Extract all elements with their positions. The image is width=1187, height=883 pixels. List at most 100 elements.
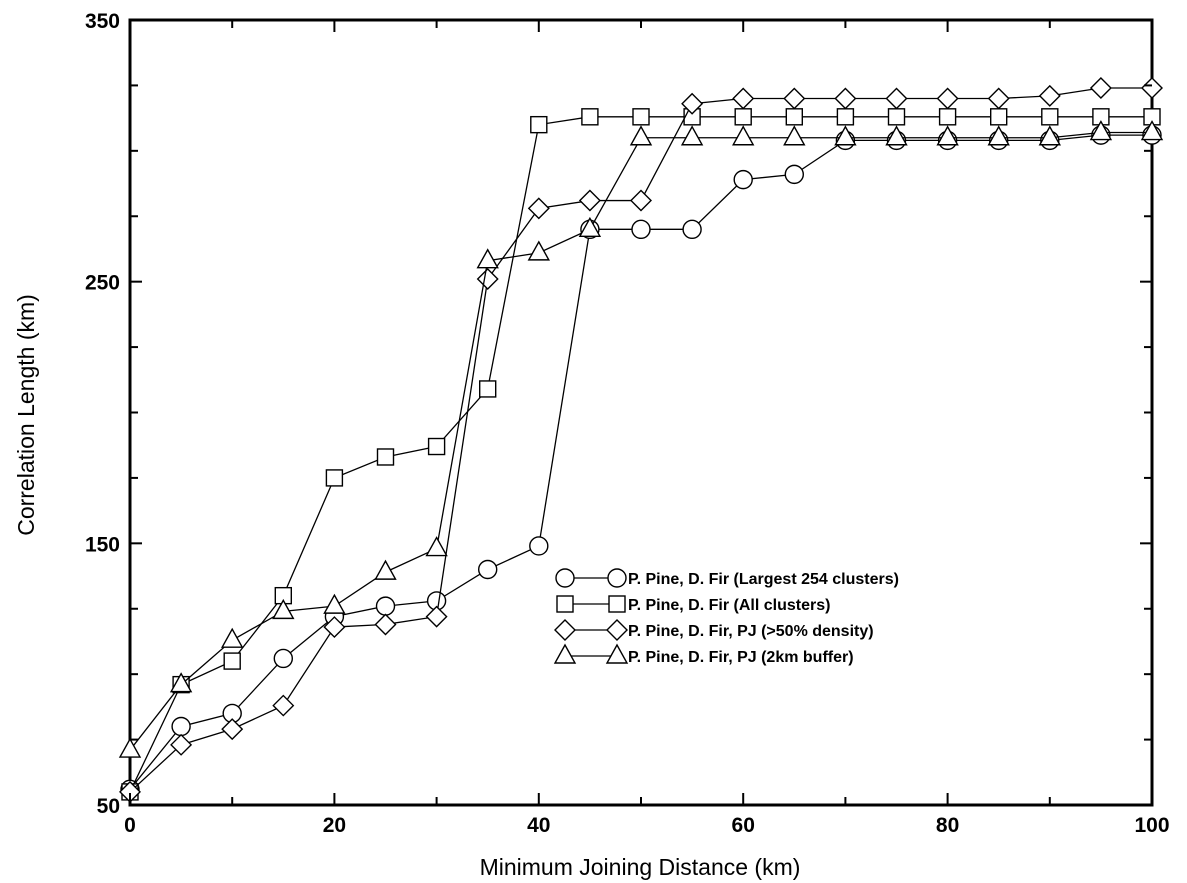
x-tick-label: 60: [732, 814, 755, 837]
data-point-triangle: [783, 125, 806, 146]
y-tick-label: 250: [85, 272, 120, 295]
data-point-square: [376, 448, 395, 466]
data-point-triangle: [425, 536, 448, 557]
data-point-square: [938, 108, 957, 126]
data-point-square: [990, 108, 1008, 126]
legend-marker-triangle: [605, 643, 629, 664]
data-point-diamond: [527, 197, 550, 220]
data-point-diamond: [834, 87, 857, 110]
data-point-diamond: [885, 87, 908, 110]
legend-marker-square: [608, 595, 626, 613]
data-point-square: [479, 380, 497, 398]
legend: P. Pine, D. Fir (Largest 254 clusters) P.…: [553, 568, 899, 666]
data-point-square: [632, 108, 650, 126]
data-point-triangle: [527, 240, 550, 261]
data-point-diamond: [1038, 84, 1061, 107]
data-point-diamond: [323, 616, 346, 639]
data-point-circle: [171, 716, 191, 737]
data-point-diamond: [783, 87, 806, 110]
data-point-circle: [478, 559, 498, 580]
legend-label: P. Pine, D. Fir, PJ (>50% density): [628, 623, 874, 640]
data-point-triangle: [169, 672, 193, 693]
data-point-diamond: [681, 92, 704, 115]
legend-marker-square: [556, 595, 574, 613]
data-point-diamond: [578, 189, 601, 212]
x-tick-label: 100: [1134, 814, 1169, 837]
data-point-diamond: [987, 87, 1010, 110]
legend-label: P. Pine, D. Fir, PJ (2km buffer): [628, 649, 854, 666]
data-point-triangle: [578, 216, 602, 238]
series-triangle: [118, 120, 1164, 758]
data-point-square: [1041, 108, 1059, 126]
data-point-triangle: [374, 559, 397, 580]
data-point-triangle: [1140, 120, 1164, 141]
data-point-triangle: [680, 125, 704, 146]
data-point-triangle: [272, 598, 295, 620]
legend-marker-diamond: [554, 619, 576, 641]
series-diamond: [119, 77, 1163, 803]
data-point-diamond: [1089, 77, 1112, 100]
data-point-triangle: [221, 627, 244, 648]
data-point-diamond: [272, 694, 295, 717]
legend-marker-circle: [607, 568, 627, 588]
data-point-triangle: [885, 125, 908, 146]
data-point-triangle: [323, 593, 346, 614]
data-point-diamond: [732, 87, 755, 110]
y-axis-title: Correlation Length (km): [13, 294, 39, 536]
data-point-triangle: [118, 737, 142, 758]
x-tick-label: 40: [527, 814, 550, 837]
data-point-triangle: [987, 125, 1010, 146]
y-tick-label: 50: [97, 795, 120, 818]
data-point-triangle: [629, 125, 653, 146]
data-point-square: [581, 108, 599, 126]
legend-marker-diamond: [606, 619, 628, 641]
data-point-diamond: [630, 189, 652, 212]
data-point-square: [530, 115, 548, 134]
data-point-triangle: [936, 125, 959, 146]
data-point-circle: [273, 648, 293, 669]
data-point-square: [887, 108, 906, 126]
data-point-triangle: [476, 248, 499, 269]
legend-label: P. Pine, D. Fir (All clusters): [628, 597, 830, 614]
data-point-diamond: [221, 718, 244, 741]
data-point-triangle: [732, 125, 755, 146]
data-point-circle: [631, 219, 651, 240]
series-line: [129, 116, 1152, 793]
data-point-diamond: [1141, 77, 1163, 100]
data-point-circle: [784, 164, 804, 185]
x-tick-label: 20: [323, 814, 346, 837]
x-axis-title: Minimum Joining Distance (km): [480, 854, 801, 880]
legend-entry: P. Pine, D. Fir (Largest 254 clusters): [555, 568, 899, 588]
data-point-diamond: [170, 733, 193, 756]
data-point-square: [427, 437, 446, 456]
data-point-square: [223, 652, 241, 670]
data-point-circle: [682, 219, 702, 240]
data-point-triangle: [1038, 125, 1061, 146]
legend-label: P. Pine, D. Fir (Largest 254 clusters): [628, 571, 899, 588]
data-point-square: [734, 108, 752, 126]
legend-marker-circle: [555, 568, 575, 588]
data-point-circle: [375, 596, 396, 616]
data-point-circle: [529, 536, 549, 556]
data-point-diamond: [476, 268, 499, 291]
data-point-triangle: [834, 125, 857, 146]
data-point-square: [325, 469, 344, 487]
x-tick-label: 80: [936, 814, 959, 837]
series-circle: [120, 125, 1162, 799]
data-point-triangle: [1089, 120, 1113, 141]
data-point-diamond: [936, 87, 959, 110]
legend-entry: P. Pine, D. Fir (All clusters): [556, 595, 830, 614]
data-point-circle: [733, 169, 753, 190]
x-tick-label: 0: [124, 814, 136, 837]
y-tick-label: 150: [85, 533, 120, 556]
data-point-square: [836, 108, 855, 126]
data-point-diamond: [425, 605, 448, 628]
data-point-diamond: [374, 613, 397, 636]
series-square: [121, 108, 1161, 801]
data-point-square: [785, 108, 803, 126]
legend-entry: P. Pine, D. Fir, PJ (2km buffer): [553, 643, 854, 666]
legend-entry: P. Pine, D. Fir, PJ (>50% density): [554, 619, 874, 641]
y-tick-label: 350: [85, 10, 120, 33]
legend-marker-triangle: [553, 643, 577, 664]
